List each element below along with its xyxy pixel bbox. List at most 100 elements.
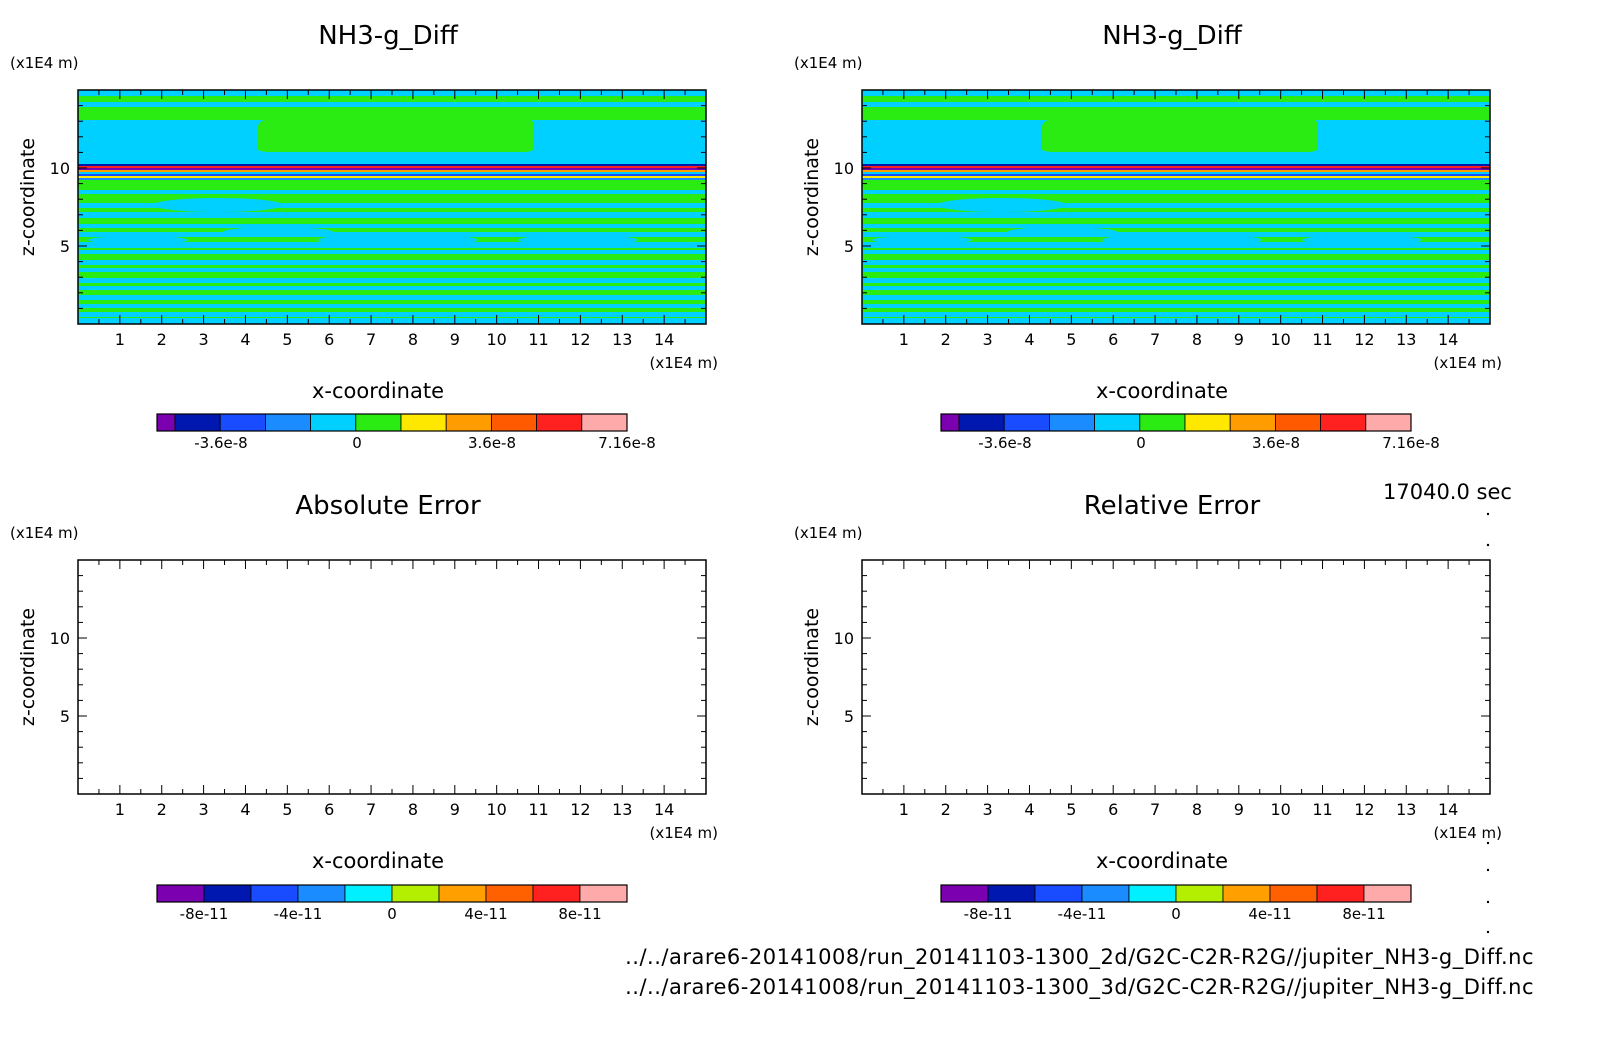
x-tick-label: 12 bbox=[1354, 330, 1374, 349]
colorbar-frame bbox=[940, 884, 1412, 903]
field-band bbox=[862, 212, 1490, 218]
colorbar-label: 0 bbox=[1171, 905, 1181, 923]
field-band bbox=[78, 212, 706, 218]
footer-path-2d: ../../arare6-20141008/run_20141103-1300_… bbox=[625, 945, 1534, 969]
colorbar-swatch bbox=[1365, 413, 1412, 432]
y-tick-label: 5 bbox=[844, 707, 854, 726]
x-tick-label: 1 bbox=[899, 800, 909, 819]
colorbar-swatch bbox=[219, 413, 266, 432]
field-layer bbox=[862, 172, 1490, 174]
margin-dot bbox=[1486, 868, 1490, 872]
x-tick-label: 4 bbox=[240, 330, 250, 349]
colorbar-swatch bbox=[400, 413, 447, 432]
field-band bbox=[78, 295, 706, 300]
x-tick-label: 3 bbox=[199, 800, 209, 819]
x-tick-label: 6 bbox=[324, 800, 334, 819]
x-tick-label: 14 bbox=[654, 330, 674, 349]
field-region bbox=[258, 152, 533, 164]
x-tick-label: 6 bbox=[1108, 330, 1118, 349]
x-unit-label: (x1E4 m) bbox=[649, 354, 718, 372]
x-tick-label: 7 bbox=[1150, 800, 1160, 819]
field-band bbox=[862, 295, 1490, 300]
y-tick-label: 5 bbox=[60, 707, 70, 726]
margin-dot bbox=[1486, 841, 1490, 845]
field-blob bbox=[937, 198, 1067, 212]
field-blob bbox=[318, 234, 478, 246]
colorbar-swatch bbox=[156, 884, 205, 903]
field-region bbox=[533, 126, 706, 164]
field-region bbox=[258, 118, 534, 157]
colorbar-label: 0 bbox=[1136, 434, 1146, 452]
x-tick-label: 6 bbox=[324, 330, 334, 349]
colorbar-swatch bbox=[391, 884, 440, 903]
colorbar-swatch bbox=[532, 884, 581, 903]
x-tick-label: 3 bbox=[199, 330, 209, 349]
field-layer bbox=[78, 174, 706, 176]
x-tick-label: 8 bbox=[408, 800, 418, 819]
field-band bbox=[78, 190, 706, 194]
x-tick-label: 10 bbox=[486, 330, 506, 349]
colorbar-label: -8e-11 bbox=[964, 905, 1013, 923]
field-band bbox=[862, 224, 1490, 228]
field-band bbox=[78, 260, 706, 265]
x-tick-label: 2 bbox=[157, 330, 167, 349]
colorbar-frame bbox=[940, 413, 1412, 432]
y-axis-label: z-coordinate bbox=[17, 608, 39, 726]
colorbar-swatch bbox=[1222, 884, 1271, 903]
field-band bbox=[78, 268, 706, 272]
colorbar-swatch bbox=[579, 884, 628, 903]
field-region bbox=[78, 126, 258, 164]
field-blob bbox=[1007, 227, 1117, 237]
colorbar-swatch bbox=[1320, 413, 1367, 432]
x-unit-label: (x1E4 m) bbox=[649, 824, 718, 842]
field-band bbox=[862, 250, 1490, 254]
field-band bbox=[862, 286, 1490, 290]
colorbar-swatch bbox=[310, 413, 357, 432]
colorbar-swatch bbox=[987, 884, 1036, 903]
colorbar-label: 4e-11 bbox=[1248, 905, 1291, 923]
colorbar-swatch bbox=[1094, 413, 1141, 432]
x-tick-label: 5 bbox=[282, 330, 292, 349]
x-tick-label: 7 bbox=[366, 330, 376, 349]
colorbar-swatch bbox=[1049, 413, 1096, 432]
x-tick-label: 7 bbox=[1150, 330, 1160, 349]
x-tick-label: 1 bbox=[115, 800, 125, 819]
colorbar-swatch bbox=[250, 884, 299, 903]
y-tick-label: 10 bbox=[834, 629, 854, 648]
colorbar-label: -3.6e-8 bbox=[194, 434, 247, 452]
colorbar-swatch bbox=[1128, 884, 1177, 903]
x-unit-label: (x1E4 m) bbox=[1433, 354, 1502, 372]
y-tick-label: 5 bbox=[60, 237, 70, 256]
x-tick-label: 13 bbox=[1396, 330, 1416, 349]
x-tick-label: 4 bbox=[1024, 800, 1034, 819]
x-tick-label: 3 bbox=[983, 800, 993, 819]
colorbar-swatch bbox=[1363, 884, 1412, 903]
colorbar-swatch bbox=[297, 884, 346, 903]
x-tick-label: 4 bbox=[240, 800, 250, 819]
x-axis-label: x-coordinate bbox=[1096, 379, 1228, 403]
x-tick-label: 14 bbox=[654, 800, 674, 819]
y-axis-label: z-coordinate bbox=[801, 608, 823, 726]
x-axis-label: x-coordinate bbox=[1096, 849, 1228, 873]
x-tick-label: 1 bbox=[115, 330, 125, 349]
field-region bbox=[1317, 126, 1490, 164]
colorbar-label: 0 bbox=[387, 905, 397, 923]
y-tick-label: 10 bbox=[50, 159, 70, 178]
colorbar-swatch bbox=[438, 884, 487, 903]
field-band bbox=[862, 278, 1490, 283]
field-band bbox=[78, 278, 706, 283]
x-tick-label: 13 bbox=[612, 800, 632, 819]
colorbar-swatch bbox=[1175, 884, 1224, 903]
colorbar-swatch bbox=[1139, 413, 1186, 432]
field-blob bbox=[153, 198, 283, 212]
chart-title: Relative Error bbox=[1084, 491, 1261, 521]
colorbar-frame bbox=[156, 413, 628, 432]
x-tick-label: 1 bbox=[899, 330, 909, 349]
field-layer bbox=[78, 168, 706, 170]
field-layer bbox=[862, 168, 1490, 170]
x-tick-label: 13 bbox=[612, 330, 632, 349]
field-layer bbox=[862, 166, 1490, 168]
field-band bbox=[78, 102, 706, 107]
colorbar-label: 4e-11 bbox=[464, 905, 507, 923]
